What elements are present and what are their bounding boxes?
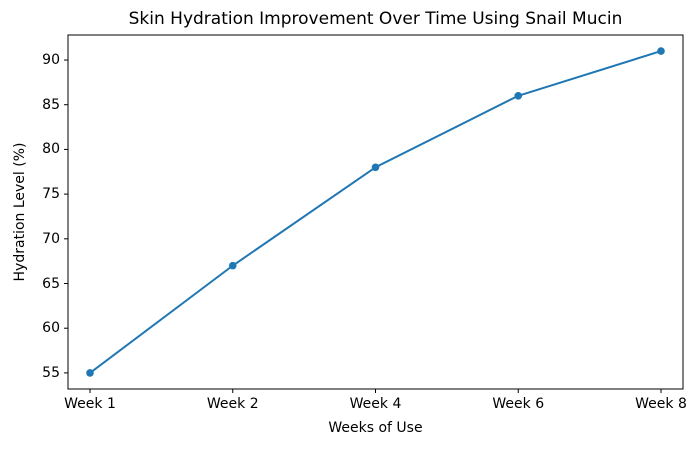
y-tick-label: 80 <box>42 141 60 158</box>
x-tick-label: Week 8 <box>635 396 687 412</box>
x-tick-label: Week 4 <box>349 396 402 412</box>
y-tick-label: 75 <box>42 186 60 203</box>
axes-frame <box>67 34 684 390</box>
data-point <box>228 261 237 270</box>
x-axis-label: Weeks of Use <box>328 420 423 436</box>
x-tick-label: Week 2 <box>206 396 259 412</box>
y-tick-label: 85 <box>42 96 60 113</box>
data-point <box>86 369 94 377</box>
x-tick-label: Week 1 <box>64 396 116 412</box>
x-tick-label: Week 6 <box>492 396 545 412</box>
data-line <box>89 50 662 374</box>
y-tick-label: 65 <box>42 275 60 292</box>
y-tick-label: 60 <box>42 320 60 337</box>
data-point <box>371 163 380 172</box>
y-tick-label: 70 <box>42 230 60 247</box>
data-point <box>514 91 523 100</box>
y-axis-label: Hydration Level (%) <box>12 142 28 282</box>
data-point <box>657 47 665 55</box>
y-tick-label: 55 <box>42 364 60 381</box>
chart-title: Skin Hydration Improvement Over Time Usi… <box>128 9 623 29</box>
y-tick-label: 90 <box>42 52 60 69</box>
